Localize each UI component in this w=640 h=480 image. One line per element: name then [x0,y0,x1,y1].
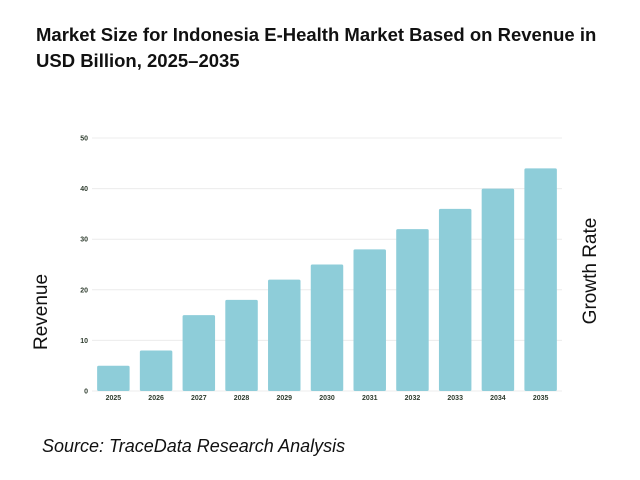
y-tick-label: 40 [80,186,88,193]
x-tick-label: 2035 [533,395,549,402]
bar-2027 [182,315,216,391]
bar-2029 [268,279,301,391]
x-tick-label: 2029 [276,395,292,402]
x-tick-label: 2031 [362,395,378,402]
bar-2031 [353,249,386,391]
x-tick-label: 2033 [447,395,463,402]
bar-2026 [139,350,173,391]
y-tick-label: 10 [80,338,88,345]
bar-2025 [97,365,130,391]
x-tick-label: 2032 [405,395,421,402]
x-tick-label: 2025 [106,395,122,402]
y-tick-label: 30 [80,237,88,244]
y-tick-label: 0 [84,389,88,396]
y-tick-label: 20 [80,287,88,294]
x-tick-label: 2027 [191,395,207,402]
bar-2035 [524,168,557,391]
bar-2028 [225,299,258,391]
bar-2033 [438,208,472,391]
bar-2030 [310,264,344,391]
x-tick-label: 2034 [490,395,506,402]
x-tick-label: 2028 [234,395,250,402]
x-tick-label: 2030 [319,395,335,402]
x-tick-label: 2026 [148,395,164,402]
bar-2034 [481,188,515,391]
y-tick-label: 50 [80,136,88,143]
bar-2032 [396,229,429,391]
chart-title: Market Size for Indonesia E-Health Marke… [36,24,597,71]
source-note: Source: TraceData Research Analysis [42,436,346,456]
